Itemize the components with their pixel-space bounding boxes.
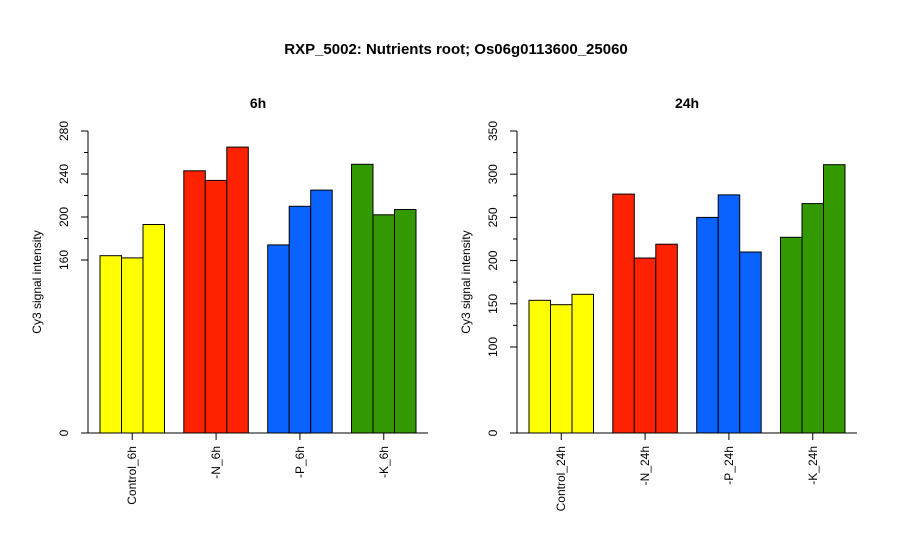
bar-k6h-2	[372, 214, 395, 434]
bar-k24h-1	[780, 236, 803, 434]
bar-control24h-3	[571, 293, 594, 434]
bar-k6h-3	[394, 209, 417, 434]
y-tick-label: 300	[486, 164, 500, 184]
x-tick-label-n24h: -N_24h	[638, 446, 652, 485]
y-axis-label: Cy3 signal intensity	[30, 230, 44, 333]
bar-p6h-1	[267, 244, 290, 434]
bar-k24h-3	[823, 164, 846, 434]
bar-p6h-2	[288, 205, 312, 434]
y-axis-label: Cy3 signal intensity	[459, 230, 473, 333]
bar-p24h-3	[739, 251, 762, 434]
bar-control6h-3	[142, 224, 165, 434]
y-tick-label: 150	[486, 293, 500, 313]
bar-k24h-2	[801, 203, 824, 434]
chart-panel-6h: 6h 0 160 200 240 280 Cy3 signal intensity Contr…	[30, 95, 428, 505]
x-tick-label-p6h: -P_6h	[293, 446, 307, 478]
y-tick-label: 160	[57, 250, 71, 270]
bar-control6h-1	[99, 255, 122, 434]
figure-title: RXP_5002: Nutrients root; Os06g0113600_2…	[284, 41, 628, 58]
bar-p24h-1	[696, 216, 719, 434]
bar-p6h-3	[310, 189, 333, 434]
y-tick-label: 200	[57, 207, 71, 227]
x-tick-label-control24h: Control_24h	[554, 446, 568, 511]
bar-n24h-1	[612, 193, 635, 434]
y-tick-label: 280	[57, 121, 71, 141]
bar-control6h-2	[121, 257, 144, 434]
x-tick-label-control6h: Control_6h	[125, 446, 139, 505]
y-tick-label: 0	[486, 429, 500, 436]
bar-control24h-2	[550, 304, 573, 434]
bar-p24h-2	[717, 194, 741, 434]
x-tick-label-k24h: -K_24h	[806, 446, 820, 485]
x-tick-label-p24h: -P_24h	[722, 446, 736, 485]
bar-n24h-3	[655, 243, 678, 434]
bar-n24h-2	[633, 257, 657, 434]
panel-title-24h: 24h	[675, 95, 699, 111]
y-tick-label: 240	[57, 164, 71, 184]
bar-k6h-1	[351, 163, 374, 434]
bar-n6h-1	[183, 170, 206, 434]
y-tick-label: 200	[486, 250, 500, 270]
bar-n6h-2	[204, 179, 228, 434]
bar-control24h-1	[528, 299, 551, 434]
x-tick-label-n6h: -N_6h	[209, 446, 223, 479]
chart-panel-24h: 24h 0 100 150 200 250 300 350 Cy3 signal intensi…	[459, 95, 857, 511]
y-tick-label: 100	[486, 337, 500, 357]
x-tick-label-k6h: -K_6h	[377, 446, 391, 478]
y-tick-label: 350	[486, 121, 500, 141]
y-tick-label: 0	[57, 429, 71, 436]
panel-title-6h: 6h	[250, 95, 266, 111]
y-tick-label: 250	[486, 207, 500, 227]
bar-n6h-3	[226, 146, 249, 434]
